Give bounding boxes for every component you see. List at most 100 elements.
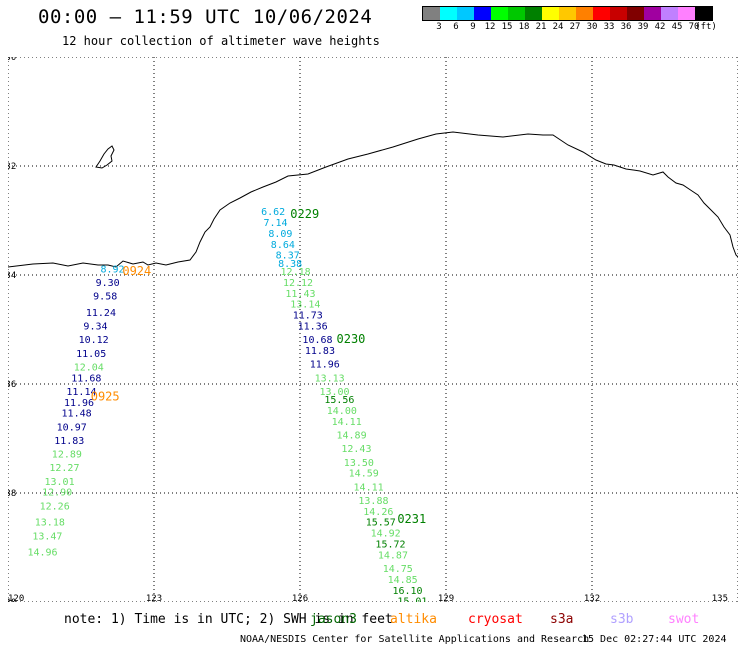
color-scale-label: 30 (586, 22, 598, 32)
swh-value-label: 13.18 (35, 518, 65, 529)
swh-value-label: 14.75 (383, 564, 413, 575)
satellite-legend-s3b: s3b (610, 612, 634, 627)
color-scale-label: 36 (620, 22, 632, 32)
swh-value-label: 12.89 (52, 450, 82, 461)
swh-value-label: 14.11 (332, 417, 362, 428)
swh-value-label: 11.96 (310, 360, 340, 371)
satellite-legend: jason3 altika cryosat s3a s3b swot (310, 612, 740, 630)
swh-value-label: 11.05 (76, 349, 106, 360)
swh-value-label: 15.72 (375, 540, 405, 551)
wave-height-points: 8.92 9.30 9.58 11.24 9.34 10.12 11.05 12.0411.6… (27, 207, 427, 602)
footer-source: NOAA/NESDIS Center for Satellite Applica… (240, 634, 590, 645)
swh-value-label: 8.92 (100, 264, 124, 275)
map-tick-labels: 120 123 126 129 132 135 -30 -32 -34 -36 -38 -40 (8, 57, 728, 602)
swh-value-label: 11.14 (66, 387, 96, 398)
pass-time-label: 0230 (337, 332, 366, 346)
y-tick-label: -40 (8, 598, 16, 602)
color-swatch-1 (440, 7, 457, 20)
color-swatch-0 (423, 7, 440, 20)
swh-value-label: 14.87 (378, 550, 408, 561)
color-scale-label: 39 (637, 22, 649, 32)
color-scale-label: 12 (484, 22, 496, 32)
swh-value-label: 8.38 (278, 259, 302, 270)
swh-value-label: 13.47 (32, 531, 62, 542)
swh-value-label: 8.37 (276, 251, 300, 262)
swh-value-label: 11.83 (54, 436, 84, 447)
wave-height-map: 120 123 126 129 132 135 -30 -32 -34 -36 -38 -40 8.9… (8, 57, 738, 602)
swh-value-label: 15.56 (324, 395, 354, 406)
swh-value-label: 15.57 (366, 518, 396, 529)
x-tick-label: 132 (584, 594, 600, 602)
color-scale-label: 27 (569, 22, 581, 32)
color-swatch-11 (610, 7, 627, 20)
swh-value-label: 13.88 (358, 496, 388, 507)
color-scale-bar (422, 6, 713, 21)
swh-value-label: 13.13 (315, 373, 345, 384)
swh-value-label: 12.90 (42, 488, 72, 499)
swh-value-label: 16.10 (392, 586, 422, 597)
x-tick-label: 120 (8, 594, 24, 602)
y-tick-label: -36 (8, 380, 16, 390)
y-tick-label: -34 (8, 271, 16, 281)
color-scale-label: 6 (453, 22, 459, 32)
color-swatch-9 (576, 7, 593, 20)
pass-time-label: 0924 (122, 264, 151, 278)
swh-value-label: 10.12 (79, 335, 109, 346)
swh-value-label: 13.01 (45, 477, 75, 488)
swh-value-label: 11.96 (64, 398, 94, 409)
color-scale-label: 15 (501, 22, 513, 32)
swh-value-label: 6.62 (261, 207, 285, 218)
color-swatch-7 (542, 7, 559, 20)
swh-value-label: 11.24 (86, 308, 116, 319)
color-swatch-15 (678, 7, 695, 20)
swh-value-label: 14.26 (363, 507, 393, 518)
swh-value-label: 11.83 (305, 346, 335, 357)
color-swatch-10 (593, 7, 610, 20)
swh-value-label: 11.68 (71, 373, 101, 384)
swh-value-label: 14.89 (337, 431, 367, 442)
swh-value-label: 10.97 (57, 422, 87, 433)
color-swatch-4 (491, 7, 508, 20)
x-tick-label: 123 (146, 594, 162, 602)
swh-value-label: 14.00 (327, 406, 357, 417)
swh-value-label: 12.43 (341, 444, 371, 455)
swh-value-label: 14.11 (354, 482, 384, 493)
swh-value-label: 10.68 (302, 335, 332, 346)
pass-time-labels: 0924 0925 0229 0230 0231 (91, 207, 427, 526)
swh-value-label: 11.43 (285, 289, 315, 300)
y-tick-label: -30 (8, 57, 16, 63)
swh-value-label: 9.34 (83, 322, 107, 333)
color-scale-label: 21 (535, 22, 547, 32)
swh-value-label: 8.09 (268, 229, 292, 240)
swh-value-label: 8.64 (271, 240, 295, 251)
swh-value-label: 12.26 (40, 501, 70, 512)
y-tick-label: -32 (8, 162, 16, 172)
swh-value-label: 11.48 (62, 409, 92, 420)
color-swatch-12 (627, 7, 644, 20)
color-scale-label: 3 (436, 22, 442, 32)
color-swatch-16 (695, 7, 712, 20)
pass-time-label: 0925 (91, 389, 120, 403)
swh-value-label: 13.50 (344, 458, 374, 469)
y-tick-label: -38 (8, 489, 16, 499)
color-scale-labels: 3 6 9 12 15 18 21 24 27 30 33 36 39 42 45 70 (ft) (422, 22, 740, 34)
swh-value-label: 13.14 (290, 300, 320, 311)
swh-value-label: 14.59 (349, 469, 379, 480)
swh-value-label: 12.04 (74, 362, 104, 373)
color-scale-label: 45 (671, 22, 683, 32)
swh-value-label: 12.27 (49, 463, 79, 474)
swh-value-label: 7.14 (264, 218, 288, 229)
coastline-island (95, 145, 115, 169)
swh-value-label: 15.01 (397, 597, 427, 602)
page-subtitle: 12 hour collection of altimeter wave hei… (62, 34, 380, 48)
x-tick-label: 135 (712, 594, 728, 602)
swh-value-label: 9.30 (96, 278, 120, 289)
color-swatch-13 (644, 7, 661, 20)
color-scale-label: 42 (654, 22, 666, 32)
satellite-legend-cryosat: cryosat (468, 612, 523, 627)
satellite-legend-jason3: jason3 (310, 612, 357, 627)
color-swatch-5 (508, 7, 525, 20)
swh-value-label: 14.92 (371, 529, 401, 540)
swh-value-label: 11.36 (298, 322, 328, 333)
pass-time-label: 0231 (397, 512, 426, 526)
